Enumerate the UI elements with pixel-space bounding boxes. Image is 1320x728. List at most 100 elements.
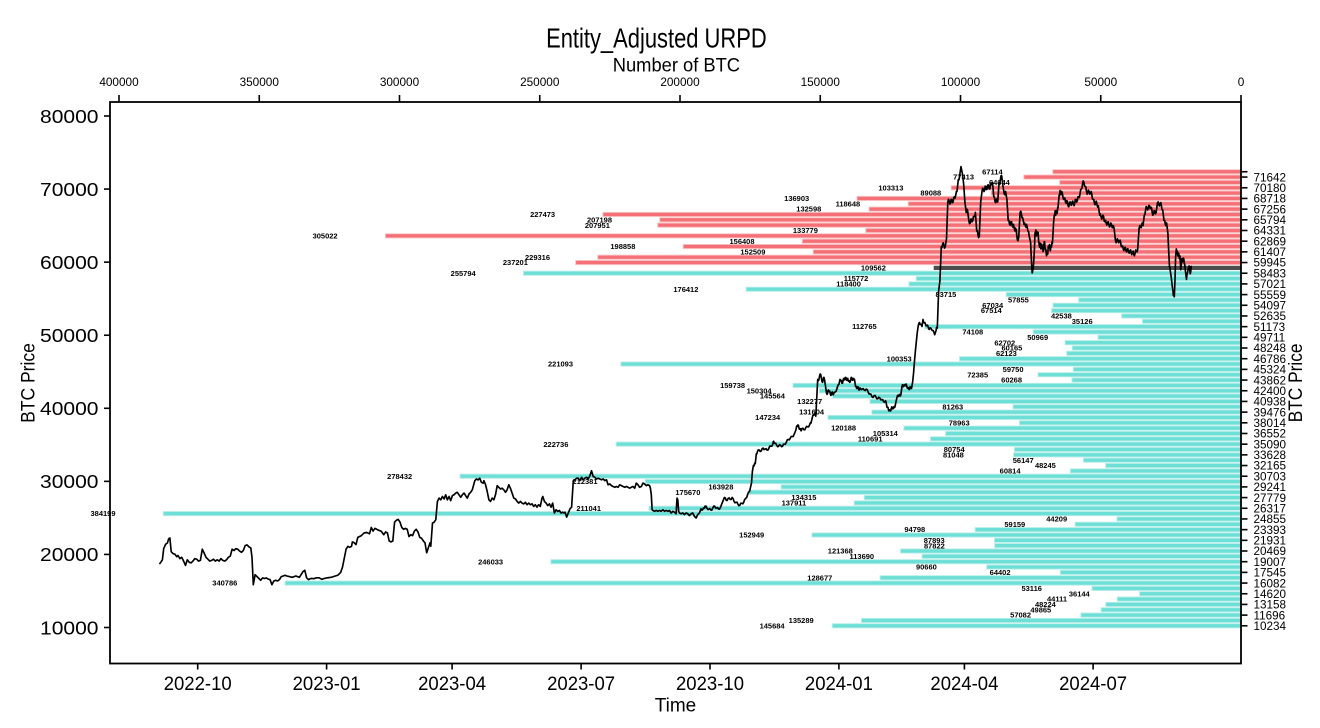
svg-text:100000: 100000 (941, 75, 981, 89)
svg-text:60000: 60000 (40, 252, 99, 273)
svg-text:136903: 136903 (784, 194, 809, 203)
svg-text:38014: 38014 (1254, 417, 1287, 430)
svg-text:156408: 156408 (729, 237, 754, 246)
svg-text:74108: 74108 (962, 328, 983, 337)
svg-text:121368: 121368 (828, 547, 853, 556)
svg-text:83715: 83715 (935, 290, 956, 299)
svg-text:118648: 118648 (836, 199, 861, 208)
svg-text:0: 0 (1238, 75, 1245, 89)
svg-text:145684: 145684 (760, 621, 786, 630)
svg-text:133779: 133779 (793, 226, 818, 235)
svg-text:BTC Price: BTC Price (19, 343, 40, 423)
svg-text:45324: 45324 (1254, 364, 1287, 377)
svg-text:64331: 64331 (1254, 225, 1287, 238)
svg-text:90660: 90660 (916, 563, 937, 572)
svg-text:246033: 246033 (478, 557, 503, 566)
svg-text:54097: 54097 (1254, 299, 1287, 312)
svg-text:20469: 20469 (1254, 545, 1287, 558)
svg-text:60165: 60165 (1001, 344, 1022, 353)
svg-text:57082: 57082 (1010, 611, 1031, 620)
svg-text:42400: 42400 (1254, 385, 1287, 398)
svg-text:211041: 211041 (576, 504, 601, 513)
svg-text:67034: 67034 (982, 301, 1004, 310)
svg-text:19007: 19007 (1254, 556, 1287, 569)
svg-text:36552: 36552 (1254, 428, 1287, 441)
svg-text:109562: 109562 (861, 264, 886, 273)
svg-text:147234: 147234 (755, 413, 781, 422)
svg-text:229316: 229316 (525, 253, 550, 262)
svg-text:17545: 17545 (1254, 567, 1287, 580)
svg-text:10234: 10234 (1254, 620, 1287, 633)
svg-text:60268: 60268 (1001, 376, 1022, 385)
svg-text:81263: 81263 (942, 402, 963, 411)
svg-text:68718: 68718 (1254, 193, 1287, 206)
svg-text:305022: 305022 (313, 231, 338, 240)
svg-text:62869: 62869 (1254, 235, 1287, 248)
svg-text:113690: 113690 (849, 552, 874, 561)
svg-text:35126: 35126 (1072, 317, 1093, 326)
svg-text:227473: 227473 (530, 210, 555, 219)
svg-text:2023-07: 2023-07 (547, 674, 615, 695)
svg-text:23393: 23393 (1254, 524, 1287, 537)
svg-text:87822: 87822 (924, 541, 945, 550)
svg-text:250000: 250000 (520, 75, 560, 89)
svg-text:163928: 163928 (708, 483, 733, 492)
svg-text:255794: 255794 (451, 269, 477, 278)
svg-text:132277: 132277 (797, 397, 822, 406)
svg-text:198858: 198858 (610, 242, 635, 251)
svg-text:24855: 24855 (1254, 513, 1287, 526)
svg-text:39476: 39476 (1254, 406, 1287, 419)
svg-text:48224: 48224 (1035, 600, 1057, 609)
svg-text:94798: 94798 (904, 525, 925, 534)
svg-text:30000: 30000 (40, 471, 99, 492)
svg-text:175670: 175670 (675, 488, 700, 497)
svg-text:278432: 278432 (387, 472, 412, 481)
svg-text:2023-04: 2023-04 (418, 674, 486, 695)
svg-text:222736: 222736 (543, 440, 568, 449)
svg-text:36144: 36144 (1069, 589, 1091, 598)
svg-text:52635: 52635 (1254, 310, 1287, 323)
svg-text:Entity_Adjusted URPD: Entity_Adjusted URPD (546, 23, 767, 54)
svg-text:128677: 128677 (807, 573, 832, 582)
svg-text:50000: 50000 (1084, 75, 1117, 89)
svg-text:70000: 70000 (40, 179, 99, 200)
svg-text:2023-01: 2023-01 (293, 674, 361, 695)
svg-text:42538: 42538 (1051, 312, 1072, 321)
svg-text:16082: 16082 (1254, 577, 1287, 590)
svg-text:33628: 33628 (1254, 449, 1287, 462)
svg-text:43862: 43862 (1254, 374, 1287, 387)
svg-text:35090: 35090 (1254, 438, 1287, 451)
svg-text:134315: 134315 (791, 493, 816, 502)
svg-text:50000: 50000 (40, 325, 99, 346)
svg-text:51173: 51173 (1254, 321, 1286, 334)
svg-text:58483: 58483 (1254, 267, 1287, 280)
svg-text:135289: 135289 (789, 616, 814, 625)
svg-text:BTC Price: BTC Price (1286, 343, 1307, 422)
svg-text:80754: 80754 (944, 445, 966, 454)
svg-text:44111: 44111 (1047, 595, 1067, 604)
svg-text:49711: 49711 (1254, 332, 1286, 345)
svg-text:87893: 87893 (924, 536, 945, 545)
svg-text:221093: 221093 (548, 360, 573, 369)
svg-text:212381: 212381 (572, 477, 597, 486)
svg-text:207198: 207198 (587, 215, 612, 224)
svg-text:71642: 71642 (1254, 171, 1287, 184)
svg-text:67514: 67514 (981, 306, 1003, 315)
svg-text:53116: 53116 (1021, 584, 1041, 593)
svg-text:Time: Time (655, 696, 697, 717)
svg-text:2022-10: 2022-10 (164, 674, 232, 695)
svg-text:80000: 80000 (40, 106, 99, 127)
svg-text:40000: 40000 (40, 398, 99, 419)
svg-text:384199: 384199 (90, 509, 115, 518)
svg-text:44209: 44209 (1046, 515, 1067, 524)
svg-text:20000: 20000 (40, 544, 99, 565)
svg-text:11696: 11696 (1254, 609, 1286, 622)
svg-text:67256: 67256 (1254, 203, 1287, 216)
svg-text:57021: 57021 (1254, 278, 1287, 291)
svg-text:62123: 62123 (996, 349, 1017, 358)
svg-text:152509: 152509 (740, 248, 765, 257)
svg-text:152949: 152949 (739, 531, 764, 540)
svg-text:145564: 145564 (760, 392, 786, 401)
svg-text:48245: 48245 (1035, 461, 1056, 470)
svg-text:131604: 131604 (799, 408, 825, 417)
